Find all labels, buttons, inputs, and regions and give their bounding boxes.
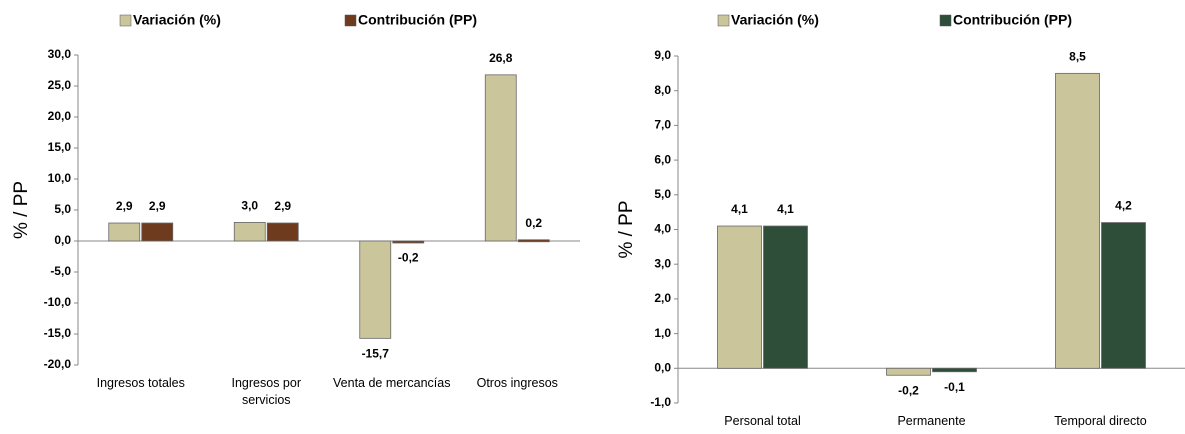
value-label: 2,9 [116, 199, 133, 213]
bar [1055, 72, 1100, 369]
bar [484, 74, 517, 242]
y-axis-label: % / PP [11, 181, 32, 239]
bar [717, 225, 762, 369]
y-tick-label: 8,0 [654, 83, 671, 97]
x-label-box: Venta de mercancías [333, 376, 451, 390]
bar [266, 222, 299, 242]
x-label-box: Otros ingresos [476, 376, 558, 390]
legend-label: Variación (%) [731, 12, 819, 28]
y-tick-label: 0,0 [654, 360, 671, 374]
y-tick-label: 6,0 [654, 152, 671, 166]
y-tick-label: 0,0 [54, 233, 71, 247]
x-tick-label: Ingresos totales [96, 376, 185, 390]
y-tick-label: 9,0 [654, 48, 671, 62]
value-label: 26,8 [489, 51, 513, 65]
bar [932, 367, 977, 373]
bar [359, 240, 392, 339]
value-label: -15,7 [362, 347, 390, 361]
y-tick-label: 30,0 [48, 47, 72, 61]
x-label-box: Temporal directo [1054, 414, 1147, 428]
y-tick-label: 7,0 [654, 118, 671, 132]
x-tick-label: Otros ingresos [476, 376, 558, 390]
bar [1101, 222, 1146, 369]
x-label-box: Permanente [897, 414, 966, 428]
bar [763, 225, 808, 369]
value-label: 3,0 [241, 199, 258, 213]
y-tick-label: 3,0 [654, 256, 671, 270]
legend-label: Contribución (PP) [358, 12, 477, 28]
bar [233, 221, 266, 242]
value-label: 8,5 [1069, 50, 1086, 64]
y-tick-label: -1,0 [650, 395, 671, 409]
bar [392, 240, 425, 244]
y-tick-label: -5,0 [50, 264, 71, 278]
legend-swatch [939, 14, 952, 27]
y-tick-label: 2,0 [654, 291, 671, 305]
value-label: 4,1 [731, 202, 748, 216]
legend-label: Variación (%) [133, 12, 221, 28]
value-label: 2,9 [149, 199, 166, 213]
legend-swatch [119, 14, 132, 27]
value-label: 0,2 [525, 216, 542, 230]
y-tick-label: 10,0 [48, 171, 72, 185]
x-label-box: Personal total [724, 414, 801, 428]
x-label-box: Ingresos totales [96, 376, 185, 390]
legend-swatch [717, 14, 730, 27]
y-tick-label: -15,0 [44, 326, 72, 340]
value-label: -0,2 [398, 250, 419, 264]
value-label: 2,9 [274, 199, 291, 213]
legend-label: Contribución (PP) [953, 12, 1072, 28]
x-tick-label: Venta de mercancías [333, 376, 451, 390]
y-tick-label: 5,0 [54, 202, 71, 216]
x-tick-label: Permanente [897, 414, 966, 428]
y-tick-label: 25,0 [48, 78, 72, 92]
y-tick-label: 1,0 [654, 326, 671, 340]
y-tick-label: 5,0 [654, 187, 671, 201]
value-label: 4,1 [777, 202, 794, 216]
legend-swatch [344, 14, 357, 27]
x-tick-label: Ingresos por servicios [231, 376, 301, 407]
value-label: -0,1 [944, 380, 965, 394]
value-label: -0,2 [898, 383, 919, 397]
x-tick-label: Temporal directo [1054, 414, 1147, 428]
bar [886, 367, 931, 376]
x-label-box: Ingresos por servicios [231, 376, 301, 407]
value-label: 4,2 [1115, 199, 1132, 213]
bar [141, 222, 174, 242]
y-tick-label: 4,0 [654, 222, 671, 236]
y-tick-label: -20,0 [44, 357, 72, 371]
y-tick-label: 20,0 [48, 109, 72, 123]
bar [108, 222, 141, 242]
y-axis-label: % / PP [616, 200, 637, 258]
y-tick-label: 15,0 [48, 140, 72, 154]
y-tick-label: -10,0 [44, 295, 72, 309]
bar [517, 239, 550, 243]
x-tick-label: Personal total [724, 414, 801, 428]
